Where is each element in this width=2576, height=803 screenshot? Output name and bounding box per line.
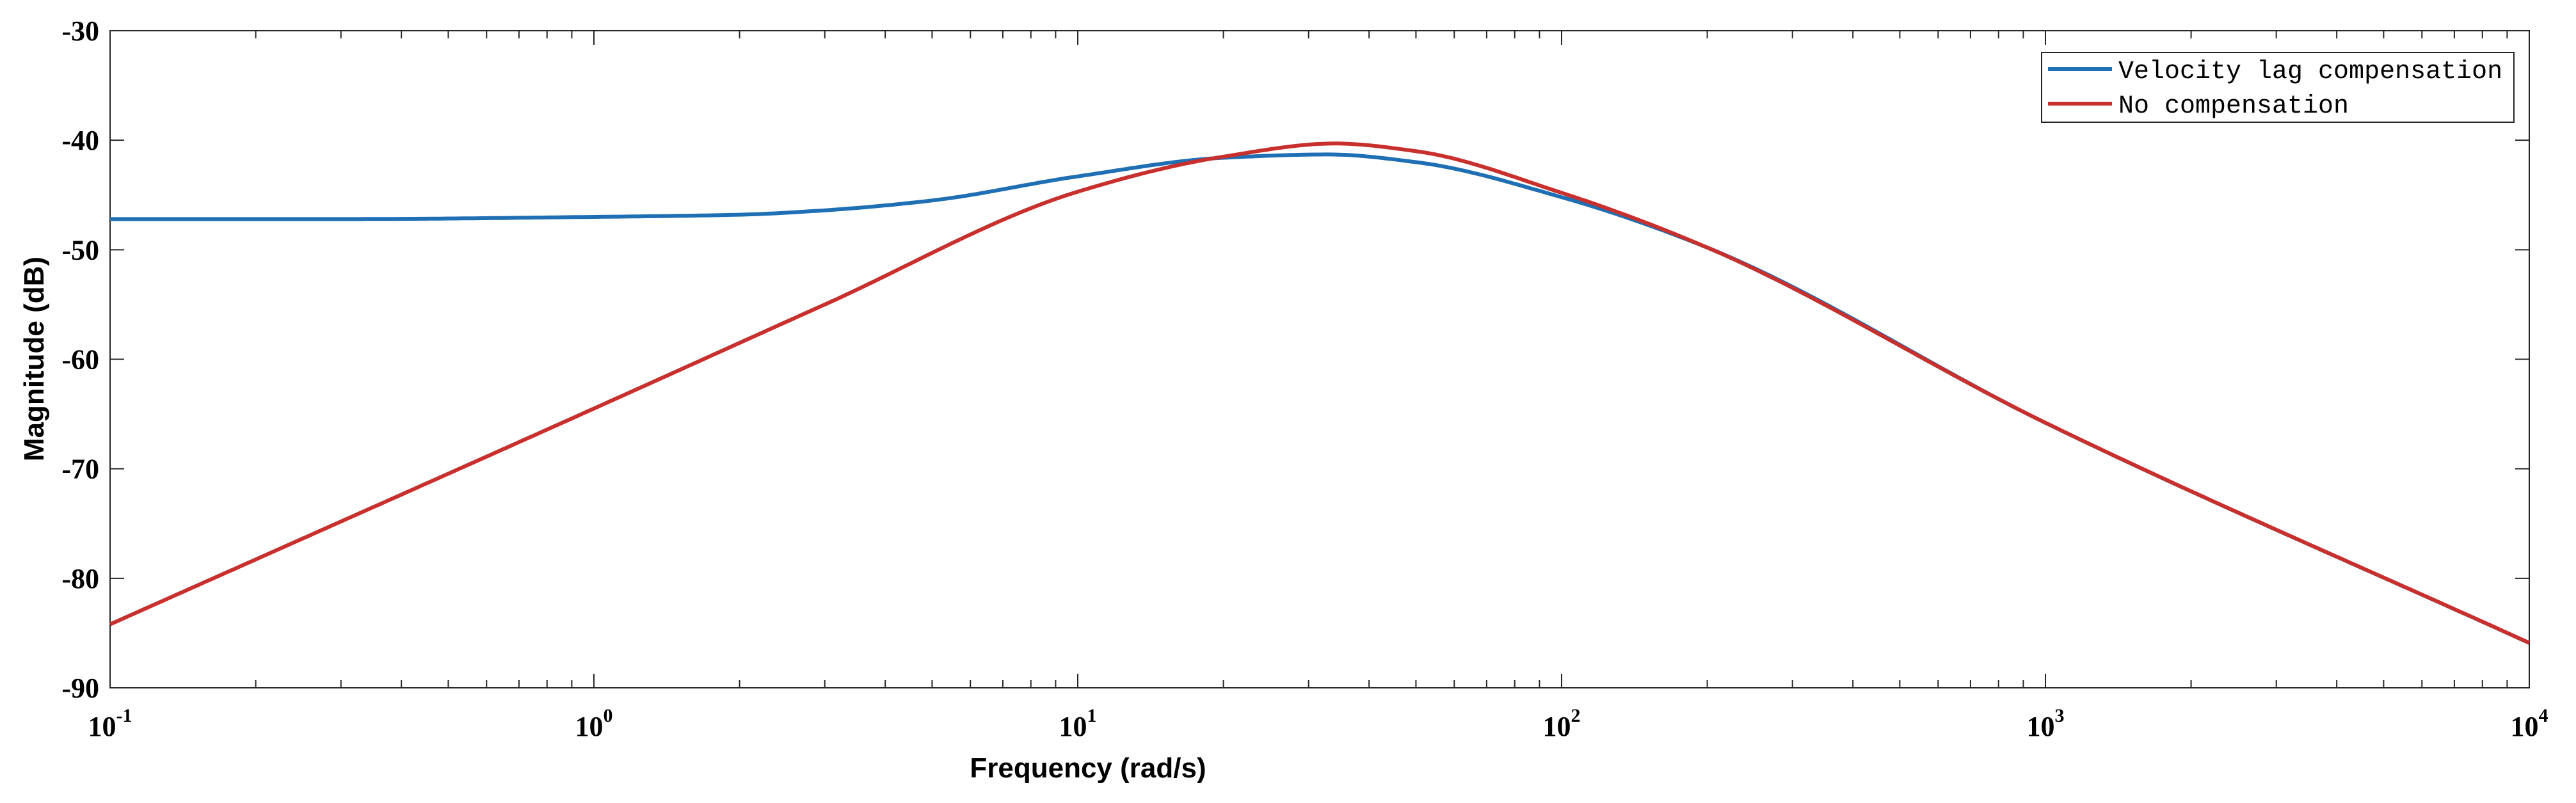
y-tick-label-1: -40: [61, 125, 99, 156]
y-tick-label-2: -50: [61, 234, 99, 266]
x-tick-label-4: 103: [2027, 705, 2065, 742]
legend-label-no-compensation: No compensation: [2118, 92, 2349, 121]
x-tick-label-1: 100: [575, 705, 613, 742]
plot-area: [109, 30, 2530, 688]
axis-ticks: [109, 30, 2530, 688]
x-axis-label: Frequency (rad/s): [970, 752, 1206, 784]
y-tick-label-3: -60: [61, 344, 99, 376]
x-tick-label-5: 104: [2511, 705, 2548, 742]
series-lines: [109, 141, 2531, 645]
legend-box: [2041, 52, 2515, 123]
y-axis-label: Magnitude (dB): [19, 257, 50, 461]
legend-label-velocity-lag: Velocity lag compensation: [2118, 58, 2502, 86]
y-tick-label-5: -80: [61, 563, 99, 594]
x-tick-label-2: 101: [1059, 705, 1097, 742]
x-tick-label-3: 102: [1543, 705, 1581, 742]
x-tick-label-0: 10-1: [88, 705, 132, 742]
y-tick-label-0: -30: [61, 15, 99, 47]
y-tick-label-6: -90: [61, 672, 99, 704]
y-tick-labels: -30 -40 -50 -60 -70 -80 -90: [61, 15, 99, 704]
y-tick-label-4: -70: [61, 454, 99, 485]
x-tick-labels: 10-1 100 101 102 103 104: [88, 705, 2548, 742]
legend: Velocity lag compensation No compensatio…: [2041, 52, 2515, 123]
series-line-no-compensation: [109, 141, 2531, 645]
